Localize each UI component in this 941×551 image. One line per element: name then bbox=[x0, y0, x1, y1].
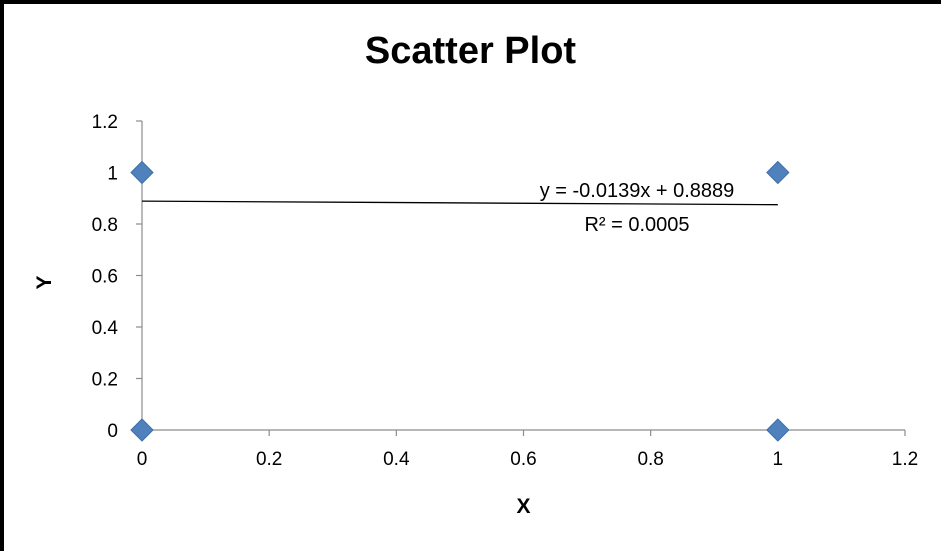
x-tick-label: 0.2 bbox=[256, 449, 282, 470]
data-point bbox=[130, 160, 154, 185]
trendline-equation: y = -0.0139x + 0.8889 bbox=[540, 180, 735, 202]
y-tick-label: 1 bbox=[107, 164, 118, 185]
x-tick-label: 0.4 bbox=[383, 449, 410, 470]
data-point bbox=[766, 160, 790, 185]
y-tick-label: 0.2 bbox=[92, 370, 118, 391]
axes bbox=[136, 120, 906, 436]
y-axis-title: Y bbox=[33, 275, 56, 289]
x-tick-label: 0 bbox=[137, 449, 148, 470]
trendline-r2: R² = 0.0005 bbox=[584, 214, 689, 236]
y-tick-label: 0.8 bbox=[92, 215, 118, 236]
x-tick-label: 0.8 bbox=[637, 449, 663, 470]
y-tick-label: 0.6 bbox=[92, 267, 118, 288]
x-tick-label: 0.6 bbox=[510, 449, 536, 470]
data-points bbox=[130, 160, 790, 442]
trendline bbox=[141, 200, 778, 206]
y-tick-label: 0.4 bbox=[92, 318, 119, 339]
trendline-group: y = -0.0139x + 0.8889 R² = 0.0005 bbox=[141, 180, 778, 236]
chart-title: Scatter Plot bbox=[364, 30, 577, 72]
x-axis-title: X bbox=[516, 495, 530, 518]
y-tick-label: 1.2 bbox=[92, 112, 118, 133]
x-tick-label: 1.2 bbox=[892, 449, 918, 470]
x-tick-label: 1 bbox=[773, 449, 784, 470]
tick-labels: 0 0.2 0.4 0.6 0.8 1 1.2 0 0.2 0.4 0.6 0.8 1 1.2 bbox=[92, 112, 919, 470]
data-point bbox=[766, 418, 790, 442]
data-point bbox=[130, 418, 154, 442]
y-tick-label: 0 bbox=[107, 421, 118, 442]
